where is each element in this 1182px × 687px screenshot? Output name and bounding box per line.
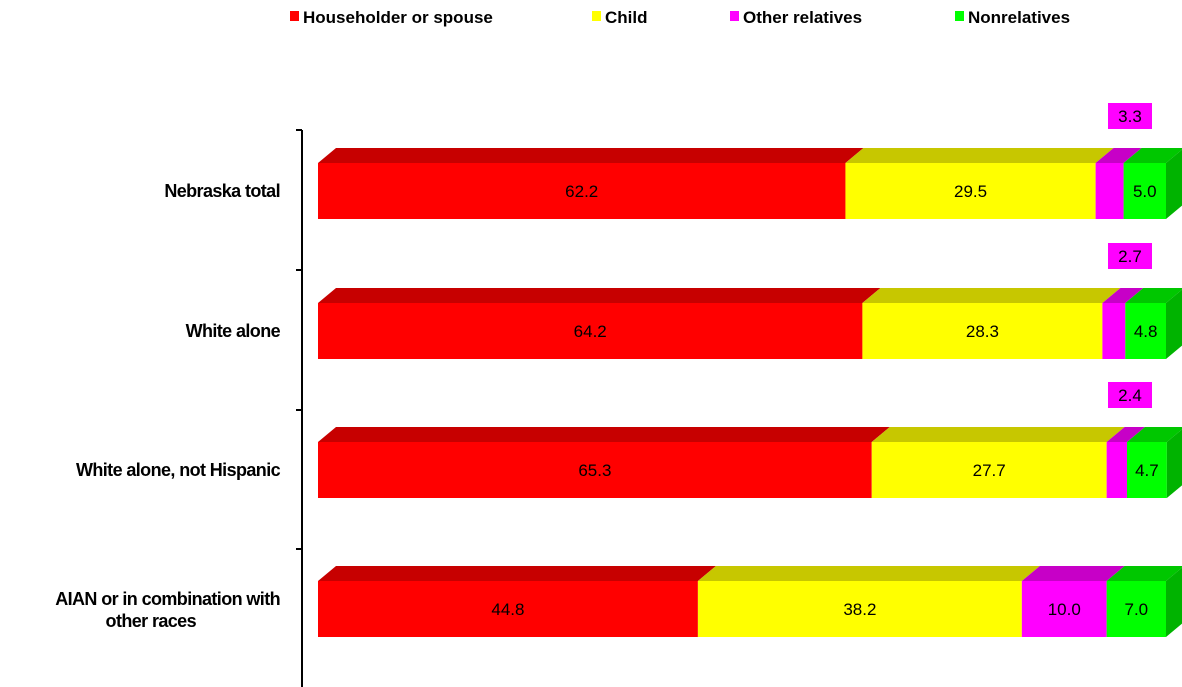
value-label-other-relatives: 3.3 <box>1118 107 1142 126</box>
category-label-white-alone-not-hispanic: White alone, not Hispanic <box>76 460 281 480</box>
legend-label-other-relatives: Other relatives <box>743 8 862 27</box>
value-label-other-relatives: 2.7 <box>1118 247 1142 266</box>
legend: Householder or spouse Child Other relative… <box>290 8 1070 27</box>
value-label-child: 38.2 <box>843 600 876 619</box>
legend-swatch-nonrelatives <box>955 11 964 21</box>
bar-nonrelatives <box>1123 163 1166 219</box>
bar-top-nonrelatives <box>1125 288 1182 303</box>
bar-nonrelatives <box>1106 581 1166 637</box>
bar-householder-or-spouse <box>318 442 872 498</box>
category-label-aian-or-in-combination-with-other-races: AIAN or in combination with other races <box>55 589 280 631</box>
value-label-child: 27.7 <box>973 461 1006 480</box>
bar-householder-or-spouse <box>318 163 846 219</box>
bar-top-other-relatives <box>1095 148 1142 163</box>
bar-top-nonrelatives <box>1123 148 1182 163</box>
value-callout-box <box>1108 243 1152 269</box>
category-label-nebraska-total: Nebraska total <box>164 181 280 201</box>
value-label-nonrelatives: 4.8 <box>1134 322 1158 341</box>
category-label-white-alone: White alone <box>186 321 281 341</box>
bars: 62.2 29.5 3.3 5.0 64.2 28.3 2.7 4.8 65.3 27.7 2.4 4… <box>318 103 1182 637</box>
value-callout-box <box>1108 103 1152 129</box>
bar-other-relatives <box>1021 581 1107 637</box>
bar-top-child <box>862 288 1121 303</box>
bar-top-child <box>871 427 1125 442</box>
bar-child <box>845 163 1096 219</box>
legend-label-child: Child <box>605 8 648 27</box>
bar-other-relatives <box>1106 442 1127 498</box>
bar-other-relatives <box>1102 303 1126 359</box>
value-label-nonrelatives: 5.0 <box>1133 182 1157 201</box>
bar-top-other-relatives <box>1102 288 1144 303</box>
value-label-child: 28.3 <box>966 322 999 341</box>
value-label-nonrelatives: 7.0 <box>1124 600 1148 619</box>
legend-swatch-other-relatives <box>730 11 739 21</box>
value-label-other-relatives: 2.4 <box>1118 386 1142 405</box>
bar-top-householder-or-spouse <box>318 148 864 163</box>
bar-top-householder-or-spouse <box>318 288 881 303</box>
bar-side-nonrelatives <box>1166 567 1182 637</box>
bar-top-householder-or-spouse <box>318 566 716 581</box>
value-label-householder-or-spouse: 44.8 <box>491 600 524 619</box>
bar-side-nonrelatives <box>1166 429 1182 498</box>
bar-child <box>871 442 1107 498</box>
bar-nonrelatives <box>1125 303 1166 359</box>
bar-other-relatives <box>1095 163 1124 219</box>
category-axis: Nebraska total White alone White alone, no… <box>55 129 303 687</box>
bar-top-child <box>697 566 1040 581</box>
bar-side-nonrelatives <box>1166 149 1182 219</box>
bar-householder-or-spouse <box>318 303 863 359</box>
bar-top-other-relatives <box>1106 427 1145 442</box>
bar-side-nonrelatives <box>1166 289 1182 359</box>
bar-group-white-alone-not-hispanic: 65.3 27.7 2.4 4.7 <box>318 382 1182 498</box>
legend-label-householder-or-spouse: Householder or spouse <box>303 8 493 27</box>
legend-label-nonrelatives: Nonrelatives <box>968 8 1070 27</box>
bar-group-nebraska-total: 62.2 29.5 3.3 5.0 <box>318 103 1182 219</box>
bar-top-other-relatives <box>1021 566 1125 581</box>
bar-group-aian-or-in-combination-with-other-races: 44.8 38.2 10.0 7.0 <box>318 566 1182 637</box>
bar-nonrelatives <box>1126 442 1167 498</box>
legend-swatch-householder-or-spouse <box>290 11 299 21</box>
value-label-child: 29.5 <box>954 182 987 201</box>
value-callout-box <box>1108 382 1152 408</box>
value-label-householder-or-spouse: 65.3 <box>578 461 611 480</box>
bar-child <box>697 581 1022 637</box>
bar-top-child <box>845 148 1114 163</box>
value-label-householder-or-spouse: 62.2 <box>565 182 598 201</box>
bar-group-white-alone: 64.2 28.3 2.7 4.8 <box>318 243 1182 359</box>
bar-top-householder-or-spouse <box>318 427 890 442</box>
legend-swatch-child <box>592 11 601 21</box>
bar-householder-or-spouse <box>318 581 698 637</box>
value-label-nonrelatives: 4.7 <box>1135 461 1159 480</box>
bar-child <box>862 303 1103 359</box>
bar-top-nonrelatives <box>1106 566 1182 581</box>
value-label-other-relatives: 10.0 <box>1048 600 1081 619</box>
value-label-householder-or-spouse: 64.2 <box>574 322 607 341</box>
bar-top-nonrelatives <box>1126 427 1182 442</box>
